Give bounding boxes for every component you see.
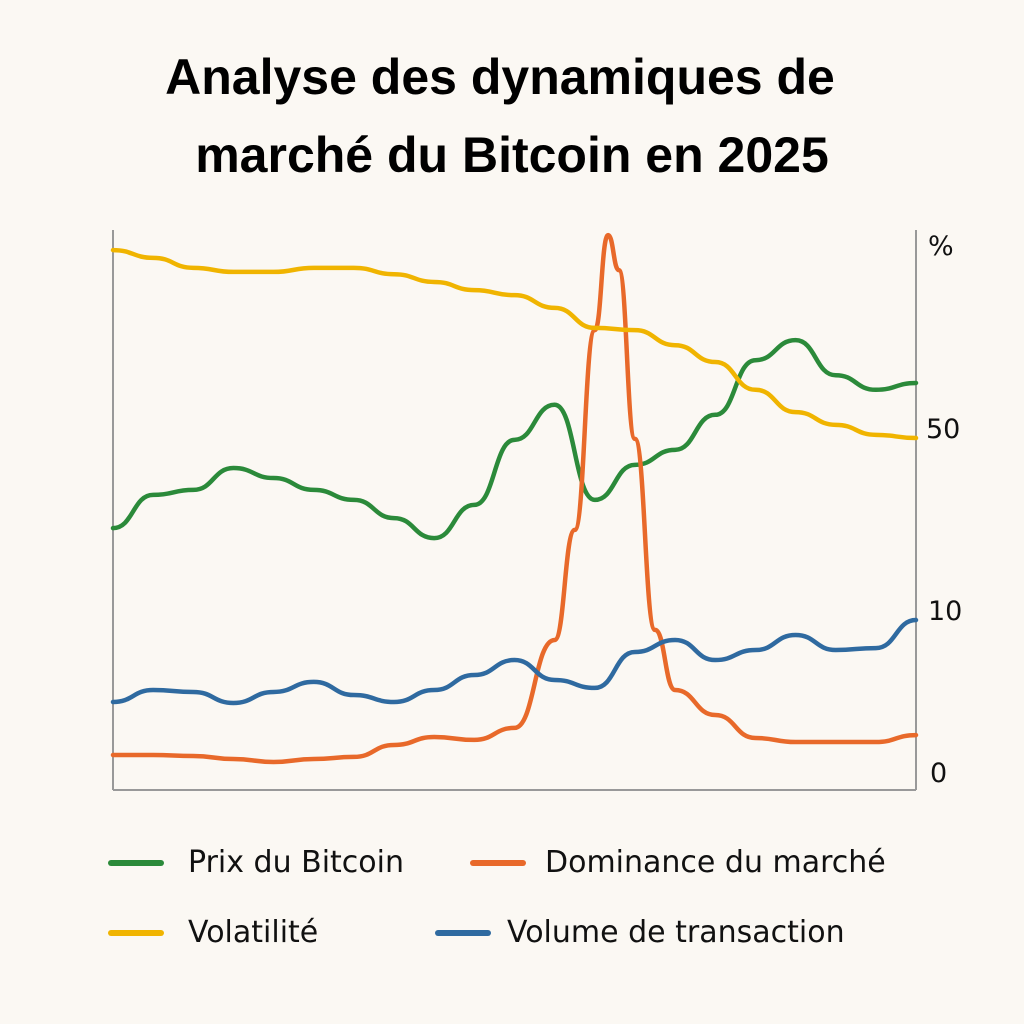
chart-title-line-2: marché du Bitcoin en 2025 [195, 127, 829, 183]
legend-swatch-yellow [108, 930, 164, 936]
legend-label: Volatilité [188, 915, 319, 950]
y-tick-label: 50 [926, 414, 960, 445]
legend-label: Dominance du marché [545, 845, 886, 880]
series-line-3 [110, 617, 919, 706]
chart-title-line-1: Analyse des dynamiques de [165, 49, 835, 105]
legend-swatch-orange [470, 860, 526, 866]
legend-swatch-blue [435, 930, 491, 936]
y-tick-label: 10 [928, 596, 962, 627]
y-tick-label: % [928, 231, 954, 262]
series-line-2 [110, 247, 919, 441]
series-line-0 [110, 337, 919, 541]
y-tick-label: 0 [930, 758, 947, 789]
legend-swatch-green [108, 860, 164, 866]
legend-label: Prix du Bitcoin [188, 845, 404, 880]
series-line-1 [110, 232, 919, 765]
legend-label: Volume de transaction [507, 915, 845, 950]
